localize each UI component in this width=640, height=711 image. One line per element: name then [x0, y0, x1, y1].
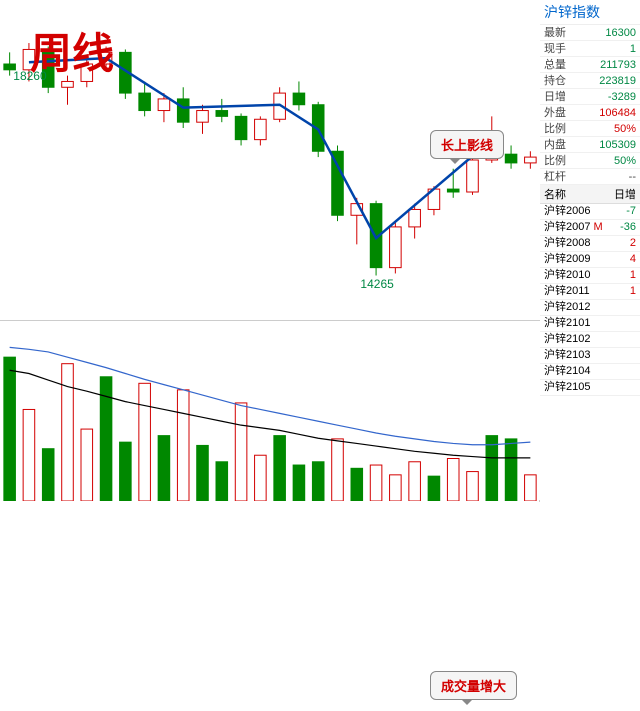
- sidebar-title: 沪锌指数: [540, 0, 640, 25]
- info-row: 现手1: [540, 41, 640, 57]
- contract-row[interactable]: 沪锌2104: [540, 364, 640, 380]
- info-row: 内盘105309: [540, 137, 640, 153]
- contract-row[interactable]: 沪锌2006-7: [540, 204, 640, 220]
- contract-header: 名称日增: [540, 185, 640, 204]
- info-row: 外盘106484: [540, 105, 640, 121]
- annotation-volume-increase: 成交量增大: [430, 671, 517, 700]
- contract-row[interactable]: 沪锌20111: [540, 284, 640, 300]
- chart-area: 周线 18260 14265 长上影线 成交量增大: [0, 0, 540, 502]
- price-high-label: 18260: [13, 69, 46, 83]
- contract-row[interactable]: 沪锌2012: [540, 300, 640, 316]
- contract-row[interactable]: 沪锌20101: [540, 268, 640, 284]
- contract-row[interactable]: 沪锌2007 M-36: [540, 220, 640, 236]
- price-low-label: 14265: [360, 277, 393, 291]
- info-row: 比例50%: [540, 153, 640, 169]
- contract-row[interactable]: 沪锌2103: [540, 348, 640, 364]
- annotation-upper-shadow: 长上影线: [430, 130, 504, 159]
- info-row: 持仓223819: [540, 73, 640, 89]
- contract-row[interactable]: 沪锌20094: [540, 252, 640, 268]
- info-row: 杠杆--: [540, 169, 640, 185]
- contract-row[interactable]: 沪锌2102: [540, 332, 640, 348]
- candlestick-panel: 周线 18260 14265 长上影线: [0, 0, 540, 320]
- contract-row[interactable]: 沪锌2101: [540, 316, 640, 332]
- contract-row[interactable]: 沪锌2105: [540, 380, 640, 396]
- volume-panel: 成交量增大: [0, 320, 540, 500]
- info-row: 比例50%: [540, 121, 640, 137]
- info-row: 日增-3289: [540, 89, 640, 105]
- info-row: 最新16300: [540, 25, 640, 41]
- contract-row[interactable]: 沪锌20082: [540, 236, 640, 252]
- info-row: 总量211793: [540, 57, 640, 73]
- sidebar: 沪锌指数 最新16300现手1总量211793持仓223819日增-3289外盘…: [540, 0, 640, 502]
